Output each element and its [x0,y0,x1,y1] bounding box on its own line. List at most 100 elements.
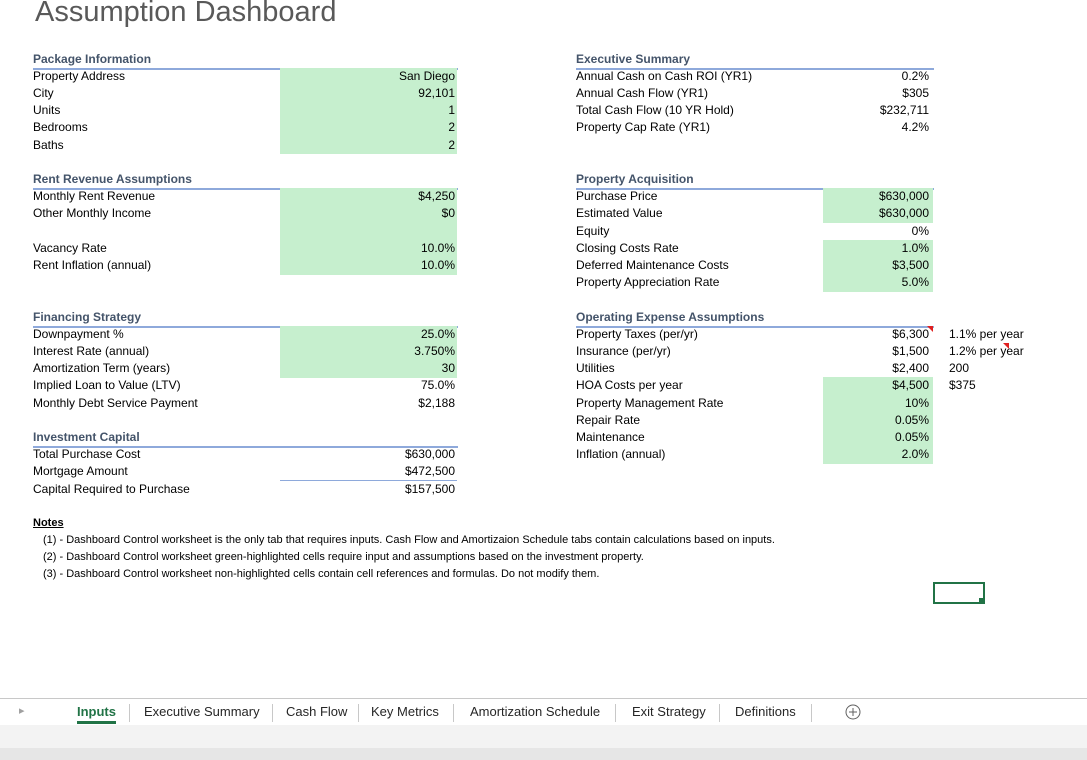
input-cell [280,188,457,206]
input-cell [823,428,933,447]
scroll-arrow[interactable]: ▸ [19,705,25,717]
fill-handle [979,598,984,603]
row-label: Repair Rate [576,412,641,427]
sheet-tabs: ▸ Inputs Executive Summary Cash Flow Key Me… [0,698,1087,726]
row-label: Units [33,103,61,118]
row-label: Insurance (per/yr) [576,343,671,358]
sheet-tab[interactable]: Inputs [77,704,116,724]
row-value: 92,101 [418,85,455,100]
row-value: 2.0% [901,447,929,462]
row-value: 10% [904,395,929,410]
row-value: 1.0% [901,240,929,255]
input-cell [823,377,933,395]
section-header: Investment Capital [33,429,140,444]
header-rule [33,445,458,448]
note-item: (1) - Dashboard Control worksheet is the… [43,534,775,546]
selected-cell [933,582,985,604]
header-rule [33,187,458,190]
row-label: Property Cap Rate (YR1) [576,120,711,135]
row-value: 2 [448,137,455,152]
input-cell [280,119,457,137]
tab-separator [272,704,273,722]
row-label: Vacancy Rate [33,240,107,255]
row-label: Property Taxes (per/yr) [576,326,698,341]
total-border [280,479,457,481]
row-value: 4.2% [901,120,929,135]
row-label: Maintenance [576,429,645,444]
row-value: 10.0% [420,240,455,255]
row-label: Purchase Price [576,189,658,204]
note-item: (2) - Dashboard Control worksheet green-… [43,551,644,563]
row-value: $305 [902,85,929,100]
input-cell [280,325,457,344]
row-value: 75.0% [420,378,455,393]
notes-title: Notes [33,517,64,529]
row-label: Inflation (annual) [576,447,666,462]
status-bar [0,725,1087,748]
row-label: Rent Inflation (annual) [33,257,152,272]
add-sheet[interactable] [845,704,861,720]
row-value: $0 [441,206,455,221]
dashboard-title: Assumption Dashboard [35,0,337,28]
row-label: Bedrooms [33,120,88,135]
sheet-tab[interactable]: Key Metrics [371,704,439,719]
tab-separator [453,704,454,722]
row-value: 5.0% [901,275,929,290]
side-note: 200 [949,361,970,376]
header-rule [576,325,934,328]
row-value: $232,711 [879,103,929,118]
input-cell [823,446,933,464]
input-cell [280,222,457,241]
row-label: HOA Costs per year [576,378,683,393]
row-label: Deferred Maintenance Costs [576,257,729,272]
sheet-tab[interactable]: Cash Flow [286,704,348,719]
sheet-tab[interactable]: Amortization Schedule [470,704,601,719]
row-label: Equity [576,223,610,238]
taskbar-edge [0,748,1087,760]
input-cell [280,102,457,120]
row-value: 0.2% [901,68,929,83]
input-cell [280,360,457,378]
row-value: 25.0% [420,326,455,341]
row-label: Interest Rate (annual) [33,343,150,358]
section-header: Executive Summary [576,51,691,66]
row-label: Amortization Term (years) [33,361,171,376]
header-rule [33,67,458,70]
tab-separator [129,704,130,722]
row-value: $157,500 [404,481,455,496]
row-value: 2 [448,120,455,135]
row-label: Downpayment % [33,326,124,341]
section-header: Rent Revenue Assumptions [33,171,192,186]
input-cell [280,136,457,155]
row-value: 30 [441,361,455,376]
row-label: Capital Required to Purchase [33,481,190,496]
row-value: $6,300 [892,326,929,341]
input-cell [280,342,457,361]
tab-separator [811,704,812,722]
row-label: City [33,85,54,100]
comment-marker [1003,342,1009,349]
tab-separator [719,704,720,722]
row-label: Property Address [33,68,126,83]
row-value: $630,000 [404,447,455,462]
header-rule [576,187,934,190]
row-label: Closing Costs Rate [576,240,679,255]
sheet-tab[interactable]: Exit Strategy [632,704,706,719]
row-label: Implied Loan to Value (LTV) [33,378,181,393]
row-label: Annual Cash on Cash ROI (YR1) [576,68,753,83]
sheet-tab[interactable]: Definitions [735,704,796,719]
row-value: $2,188 [418,395,455,410]
sheet-tab[interactable]: Executive Summary [144,704,260,719]
row-label: Utilities [576,361,615,376]
row-label: Total Cash Flow (10 YR Hold) [576,103,734,118]
input-cell [280,67,457,86]
row-value: $472,500 [404,464,455,479]
input-cell [823,239,933,258]
row-value: $4,500 [892,378,929,393]
row-label: Other Monthly Income [33,206,152,221]
row-value: $630,000 [878,189,929,204]
row-value: 0% [911,223,929,238]
input-cell [280,205,457,223]
row-label: Mortgage Amount [33,464,128,479]
